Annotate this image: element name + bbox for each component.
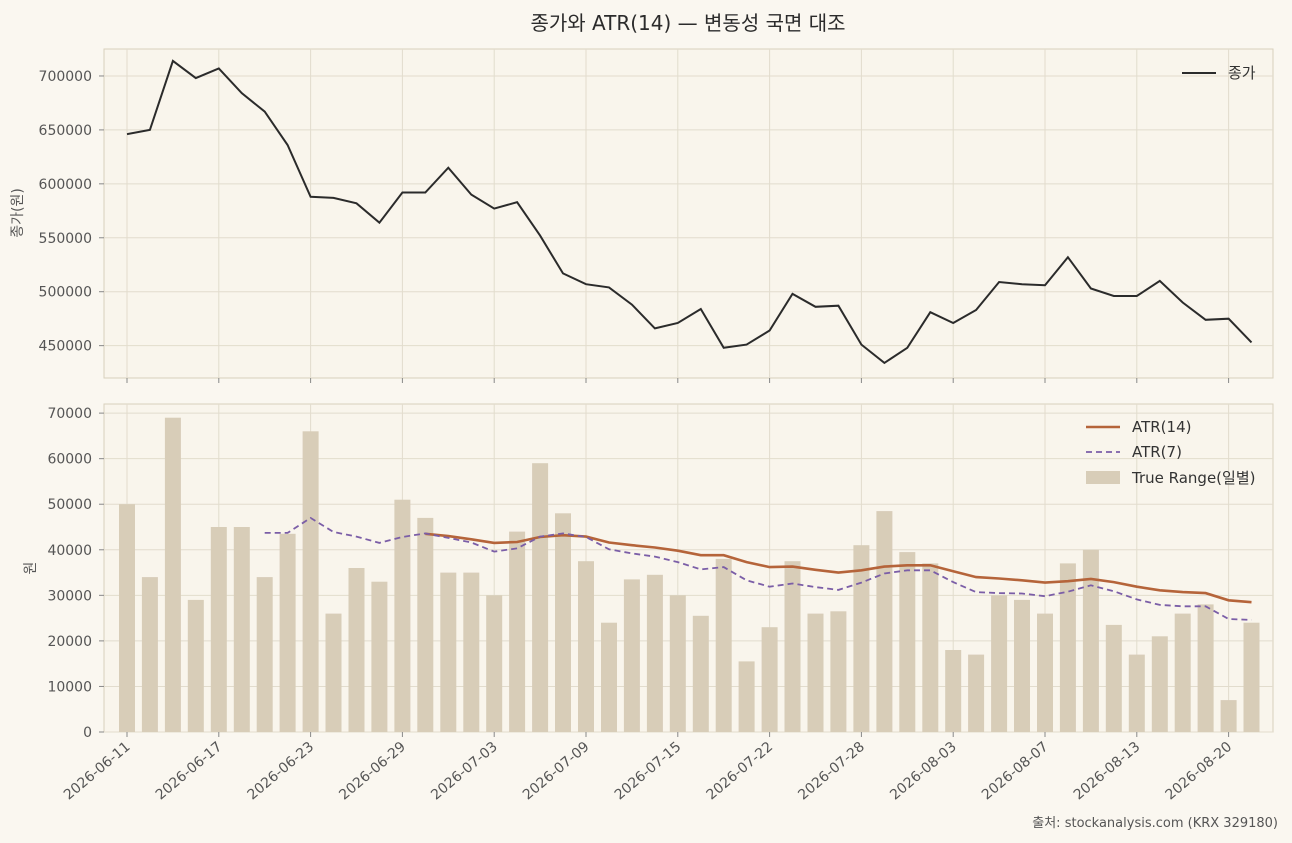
legend-atr7-label: ATR(7) bbox=[1132, 443, 1182, 461]
atr-y-tick-label: 70000 bbox=[47, 406, 92, 422]
price-y-tick-label: 700000 bbox=[39, 69, 92, 85]
true-range-bar bbox=[1197, 604, 1214, 732]
price-x-ticks bbox=[126, 378, 1230, 383]
true-range-bar bbox=[784, 561, 801, 732]
true-range-bar bbox=[692, 615, 709, 732]
atr7-line bbox=[264, 516, 1252, 621]
legend-close-label: 종가 bbox=[1228, 64, 1256, 82]
price-y-tick-label: 600000 bbox=[39, 177, 92, 193]
price-y-tick-label: 550000 bbox=[39, 231, 92, 247]
true-range-bar bbox=[164, 417, 181, 732]
true-range-bar bbox=[922, 563, 939, 732]
true-range-bar bbox=[1105, 624, 1122, 732]
true-range-bar bbox=[1037, 613, 1053, 732]
true-range-bar bbox=[463, 572, 480, 732]
atr-grid bbox=[104, 404, 1273, 733]
atr-y-tick-label: 0 bbox=[83, 725, 92, 741]
true-range-bar bbox=[532, 463, 549, 732]
atr-legend: ATR(14) ATR(7) True Range(일별) bbox=[1086, 418, 1255, 487]
price-y-ticks: 450000 500000 550000 600000 650000 700000 bbox=[39, 69, 104, 355]
true-range-bar bbox=[968, 654, 985, 732]
true-range-bar bbox=[119, 504, 135, 732]
price-panel: 450000 500000 550000 600000 650000 700000 종가(… bbox=[10, 48, 1274, 383]
atr-y-tick-label: 10000 bbox=[47, 679, 92, 695]
true-range-bar bbox=[669, 595, 686, 732]
true-range-bar bbox=[853, 545, 870, 732]
true-range-bar bbox=[325, 613, 342, 732]
atr-y-tick-label: 40000 bbox=[47, 543, 92, 559]
price-y-tick-label: 450000 bbox=[39, 339, 92, 355]
true-range-bar bbox=[256, 577, 273, 732]
true-range-bar bbox=[1243, 622, 1260, 732]
atr-y-ticks: 0 10000 20000 30000 40000 50000 60000 70000 bbox=[47, 406, 104, 741]
true-range-bar bbox=[1128, 654, 1145, 732]
atr-y-tick-label: 30000 bbox=[47, 588, 92, 604]
chart-title: 종가와 ATR(14) — 변동성 국면 대조 bbox=[530, 11, 845, 35]
true-range-bar bbox=[440, 572, 457, 732]
true-range-bar bbox=[141, 577, 158, 732]
true-range-bar bbox=[509, 531, 526, 732]
true-range-bar bbox=[1174, 613, 1191, 732]
true-range-bar bbox=[646, 574, 663, 732]
true-range-bar bbox=[1059, 563, 1076, 732]
legend-tr-label: True Range(일별) bbox=[1131, 469, 1255, 487]
true-range-bars bbox=[119, 417, 1260, 732]
true-range-bar bbox=[394, 499, 411, 732]
true-range-bar bbox=[991, 595, 1008, 732]
true-range-bar bbox=[1082, 549, 1099, 732]
price-grid bbox=[104, 49, 1273, 378]
true-range-bar bbox=[761, 627, 778, 732]
price-y-tick-label: 650000 bbox=[39, 123, 92, 139]
true-range-bar bbox=[348, 568, 365, 732]
true-range-bar bbox=[233, 527, 250, 732]
true-range-bar bbox=[807, 613, 824, 732]
atr-y-tick-label: 50000 bbox=[47, 497, 92, 513]
true-range-bar bbox=[486, 595, 503, 732]
true-range-bar bbox=[578, 561, 594, 732]
price-y-tick-label: 500000 bbox=[39, 285, 92, 301]
true-range-bar bbox=[601, 622, 617, 732]
atr-y-axis-label: 원 bbox=[23, 562, 39, 575]
true-range-bar bbox=[187, 599, 204, 732]
legend-tr-swatch bbox=[1086, 471, 1120, 484]
true-range-bar bbox=[371, 581, 388, 732]
true-range-bar bbox=[279, 533, 296, 732]
true-range-bar bbox=[302, 431, 319, 732]
true-range-bar bbox=[1151, 636, 1168, 732]
legend-atr14-label: ATR(14) bbox=[1132, 418, 1191, 436]
true-range-bar bbox=[555, 513, 571, 732]
true-range-bar bbox=[1220, 700, 1237, 732]
source-note: 출처: stockanalysis.com (KRX 329180) bbox=[1032, 816, 1278, 831]
true-range-bar bbox=[417, 517, 434, 732]
price-plot-area bbox=[103, 48, 1274, 379]
atr-y-tick-label: 60000 bbox=[47, 452, 92, 468]
atr14-line bbox=[425, 532, 1252, 604]
true-range-bar bbox=[715, 558, 732, 732]
true-range-bar bbox=[830, 611, 847, 732]
true-range-bar bbox=[1014, 599, 1030, 732]
price-y-axis-label: 종가(원) bbox=[10, 188, 26, 238]
atr-y-tick-label: 20000 bbox=[47, 634, 92, 650]
true-range-bar bbox=[945, 650, 962, 732]
true-range-bar bbox=[623, 579, 640, 732]
true-range-bar bbox=[210, 527, 227, 732]
true-range-bar bbox=[899, 552, 916, 732]
true-range-bar bbox=[876, 511, 893, 732]
close-price-line bbox=[126, 59, 1253, 365]
price-legend: 종가 bbox=[1182, 64, 1256, 82]
true-range-bar bbox=[738, 661, 755, 732]
